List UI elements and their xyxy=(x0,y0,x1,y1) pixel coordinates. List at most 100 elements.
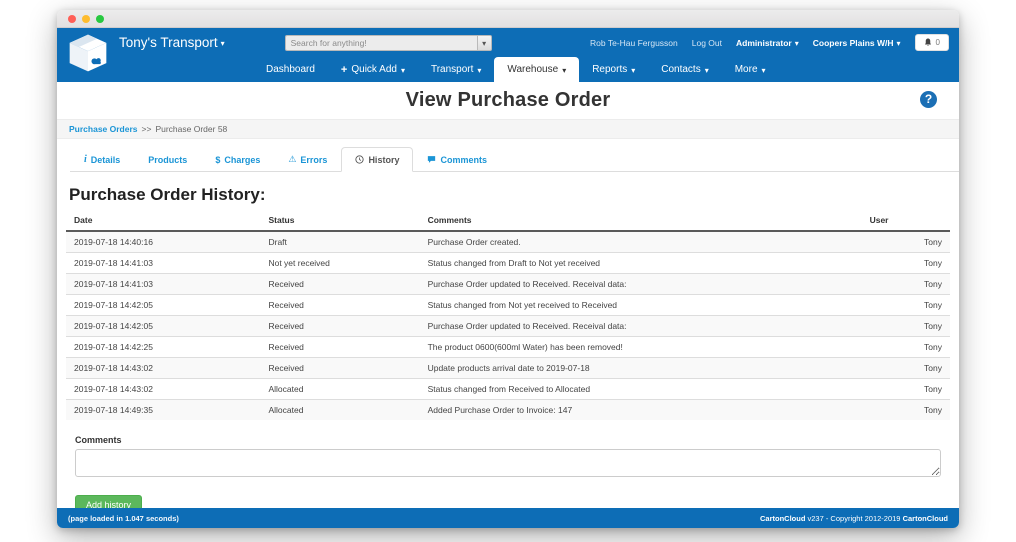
global-search: ▾ xyxy=(284,34,492,51)
role-menu[interactable]: Administrator ▾ xyxy=(736,38,799,48)
nav-item-quick-add[interactable]: + Quick Add ▾ xyxy=(328,57,418,82)
column-header-user[interactable]: User xyxy=(861,212,950,232)
tab-errors[interactable]: ⚠ Errors xyxy=(274,147,341,172)
warehouse-label: Coopers Plains W/H xyxy=(812,37,894,48)
add-history-button[interactable]: Add history xyxy=(75,495,143,508)
nav-label: Dashboard xyxy=(266,64,315,75)
cell-date: 2019-07-18 14:40:16 xyxy=(74,237,153,247)
cell-user: Tony xyxy=(861,357,950,379)
nav-item-contacts[interactable]: Contacts ▾ xyxy=(648,57,721,82)
table-row: 2019-07-18 14:49:35 Allocated Added Purc… xyxy=(66,399,950,420)
cell-date: 2019-07-18 14:42:25 xyxy=(66,336,261,358)
comments-textarea[interactable] xyxy=(75,449,941,477)
comments-label: Comments xyxy=(75,435,122,445)
tab-history[interactable]: History xyxy=(341,147,414,172)
app-header: Tony's Transport ▾ ▾ Rob Te-Hau Fergusso… xyxy=(57,28,959,82)
help-icon[interactable]: ? xyxy=(920,91,937,108)
notification-count: 0 xyxy=(935,38,940,47)
tab-comments[interactable]: Comments xyxy=(413,147,501,172)
nav-label: Reports xyxy=(592,64,628,75)
close-window-button[interactable] xyxy=(68,14,76,23)
titlebar xyxy=(57,10,959,28)
tab-label: Errors xyxy=(300,154,328,165)
chevron-down-icon: ▾ xyxy=(761,65,766,75)
current-user-link[interactable]: Rob Te-Hau Fergusson xyxy=(590,37,678,48)
table-row: 2019-07-18 14:42:05 Received Status chan… xyxy=(66,294,950,316)
chevron-down-icon: ▾ xyxy=(482,38,487,48)
cell-user: Tony xyxy=(861,252,950,274)
cell-user: Tony xyxy=(861,273,950,295)
cell-user: Tony xyxy=(861,294,950,316)
dollar-icon: $ xyxy=(215,154,221,165)
comment-form: Comments xyxy=(75,435,941,482)
nav-item-transport[interactable]: Transport ▾ xyxy=(418,57,494,82)
zoom-window-button[interactable] xyxy=(96,14,104,23)
cell-date: 2019-07-18 14:41:03 xyxy=(66,252,261,274)
cell-comment: Purchase Order created. xyxy=(427,237,521,247)
tab-label: Charges xyxy=(224,154,261,165)
cell-date: 2019-07-18 14:42:05 xyxy=(66,315,261,337)
column-header-comments[interactable]: Comments xyxy=(419,212,862,232)
search-scope-dropdown[interactable]: ▾ xyxy=(476,34,492,51)
cell-status: Draft xyxy=(268,237,287,247)
chevron-down-icon: ▾ xyxy=(631,65,636,75)
table-row: 2019-07-18 14:40:16 Draft Purchase Order… xyxy=(66,231,950,253)
cell-status: Received xyxy=(260,357,420,379)
column-header-date[interactable]: Date xyxy=(66,212,261,232)
nav-item-warehouse[interactable]: Warehouse ▾ xyxy=(494,57,580,82)
footer-brand: CartonCloud xyxy=(760,513,806,523)
breadcrumb-link-purchase-orders[interactable]: Purchase Orders xyxy=(69,124,138,134)
section-heading: Purchase Order History: xyxy=(69,185,266,204)
tab-label: Products xyxy=(148,154,188,165)
nav-item-reports[interactable]: Reports ▾ xyxy=(579,57,648,82)
cell-user: Tony xyxy=(861,336,950,358)
nav-item-more[interactable]: More ▾ xyxy=(722,57,779,82)
tab-label: Details xyxy=(90,154,121,165)
top-right-menu: Rob Te-Hau Fergusson Log Out Administrat… xyxy=(590,34,949,51)
warning-icon: ⚠ xyxy=(288,154,297,164)
table-row: 2019-07-18 14:41:03 Not yet received Sta… xyxy=(66,252,950,274)
cell-comment: Status changed from Not yet received to … xyxy=(419,294,862,316)
cartoncloud-logo-icon[interactable] xyxy=(66,31,110,75)
notifications-button[interactable]: 0 xyxy=(914,34,949,51)
cell-comment: Purchase Order updated to Received. Rece… xyxy=(419,315,862,337)
chevron-down-icon: ▾ xyxy=(562,65,567,75)
logout-link[interactable]: Log Out xyxy=(691,37,723,48)
tab-bar: i Details Products $ Charges ⚠ Errors Hi… xyxy=(70,147,959,172)
page-content: View Purchase Order ? Purchase Orders >>… xyxy=(57,82,959,508)
nav-label: Contacts xyxy=(661,64,701,75)
column-header-status[interactable]: Status xyxy=(260,212,420,232)
table-row: 2019-07-18 14:42:25 Received The product… xyxy=(66,336,950,358)
footer-version: v237 - Copyright 2012-2019 xyxy=(805,513,903,523)
nav-item-dashboard[interactable]: Dashboard xyxy=(253,57,328,82)
footer-brand: CartonCloud xyxy=(902,513,948,523)
info-icon: i xyxy=(84,154,87,165)
cell-date: 2019-07-18 14:43:02 xyxy=(66,357,261,379)
app-window: Tony's Transport ▾ ▾ Rob Te-Hau Fergusso… xyxy=(57,10,959,528)
search-input[interactable] xyxy=(284,34,477,51)
page-load-time: (page loaded in 1.047 seconds) xyxy=(68,513,179,523)
tab-charges[interactable]: $ Charges xyxy=(201,147,274,172)
cell-comment: Status changed from Draft to Not yet rec… xyxy=(419,252,862,274)
cell-user: Tony xyxy=(861,315,950,337)
nav-label: Warehouse xyxy=(507,64,559,75)
main-nav: Dashboard + Quick Add ▾ Transport ▾ Ware… xyxy=(57,57,959,82)
copyright-text: CartonCloud v237 - Copyright 2012-2019 C… xyxy=(760,514,948,523)
plus-icon: + xyxy=(340,63,348,76)
minimize-window-button[interactable] xyxy=(82,14,90,23)
history-table: Date Status Comments User 2019-07-18 14:… xyxy=(66,212,950,420)
role-label: Administrator xyxy=(736,37,792,48)
warehouse-menu[interactable]: Coopers Plains W/H ▾ xyxy=(813,38,901,48)
bell-icon xyxy=(924,38,931,46)
cell-status: Received xyxy=(260,336,420,358)
tenant-menu[interactable]: Tony's Transport ▾ xyxy=(119,35,225,50)
chevron-down-icon: ▾ xyxy=(794,38,799,48)
breadcrumb: Purchase Orders >> Purchase Order 58 xyxy=(57,119,959,139)
chevron-down-icon: ▾ xyxy=(400,65,405,75)
nav-label: More xyxy=(734,64,758,75)
tab-details[interactable]: i Details xyxy=(70,147,134,172)
tenant-name: Tony's Transport xyxy=(119,35,218,50)
cell-status: Not yet received xyxy=(260,252,420,274)
table-row: 2019-07-18 14:42:05 Received Purchase Or… xyxy=(66,315,950,337)
tab-products[interactable]: Products xyxy=(134,147,201,172)
